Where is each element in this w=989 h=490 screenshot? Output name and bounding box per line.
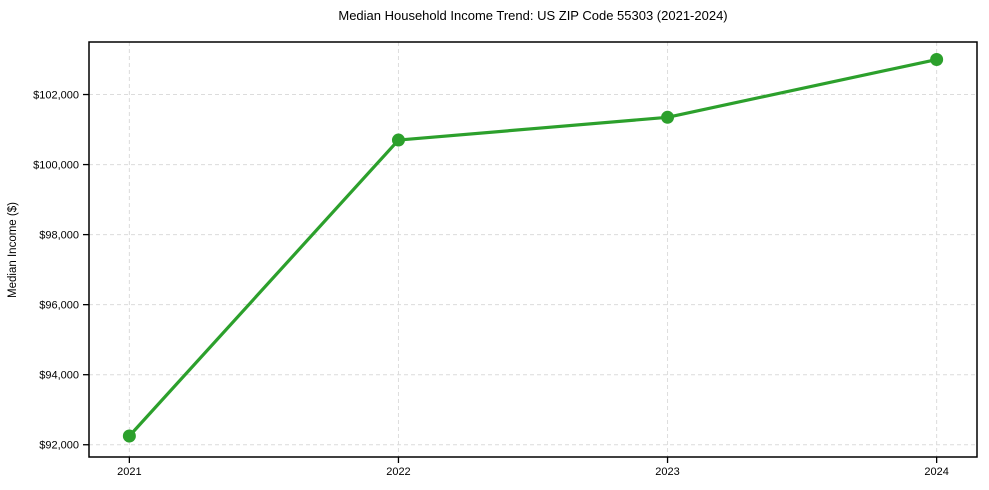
y-tick-label: $92,000 <box>39 440 79 452</box>
data-point <box>930 53 944 67</box>
y-tick-label: $94,000 <box>39 370 79 382</box>
x-tick-label: 2024 <box>924 466 948 478</box>
y-tick-label: $98,000 <box>39 230 79 242</box>
x-tick-label: 2022 <box>386 466 410 478</box>
data-point <box>122 429 136 443</box>
y-tick-label: $102,000 <box>33 90 79 102</box>
y-tick-label: $96,000 <box>39 300 79 312</box>
y-axis-label: Median Income ($) <box>7 202 19 298</box>
chart-title: Median Household Income Trend: US ZIP Co… <box>338 8 728 23</box>
trend-line <box>127 57 939 438</box>
plot-frame <box>88 41 978 458</box>
data-point <box>391 133 405 147</box>
data-point <box>661 110 675 124</box>
x-tick-label: 2021 <box>117 466 141 478</box>
y-tick-label: $100,000 <box>33 160 79 172</box>
x-tick-label: 2023 <box>655 466 679 478</box>
